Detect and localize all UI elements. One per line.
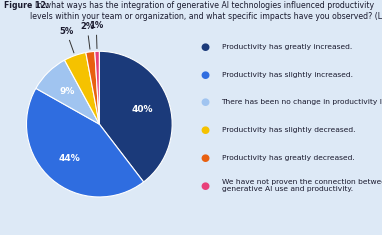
Text: Productivity has slightly increased.: Productivity has slightly increased. — [222, 72, 353, 78]
Text: There has been no change in productivity levels.: There has been no change in productivity… — [222, 99, 382, 106]
Text: ●: ● — [201, 181, 210, 191]
Text: In what ways has the integration of generative AI technologies influenced produc: In what ways has the integration of gene… — [30, 1, 382, 21]
Wedge shape — [26, 88, 144, 197]
Text: 2%: 2% — [80, 22, 94, 31]
Text: We have not proven the connection between
generative AI use and productivity.: We have not proven the connection betwee… — [222, 179, 382, 192]
Text: ●: ● — [201, 70, 210, 80]
Wedge shape — [86, 51, 99, 124]
Text: ●: ● — [201, 125, 210, 135]
Text: ●: ● — [201, 42, 210, 52]
Text: Productivity has greatly decreased.: Productivity has greatly decreased. — [222, 155, 354, 161]
Text: 40%: 40% — [131, 105, 153, 114]
Wedge shape — [36, 60, 99, 124]
Wedge shape — [95, 51, 99, 124]
Text: 1%: 1% — [89, 21, 104, 30]
Text: ●: ● — [201, 153, 210, 163]
Text: 44%: 44% — [59, 154, 81, 163]
Text: 9%: 9% — [60, 87, 75, 96]
Wedge shape — [99, 51, 172, 182]
Text: 5%: 5% — [59, 27, 73, 36]
Wedge shape — [65, 53, 99, 124]
Text: Figure 12:: Figure 12: — [4, 1, 49, 10]
Text: ●: ● — [201, 98, 210, 107]
Text: Productivity has greatly increased.: Productivity has greatly increased. — [222, 44, 352, 50]
Text: Productivity has slightly decreased.: Productivity has slightly decreased. — [222, 127, 355, 133]
